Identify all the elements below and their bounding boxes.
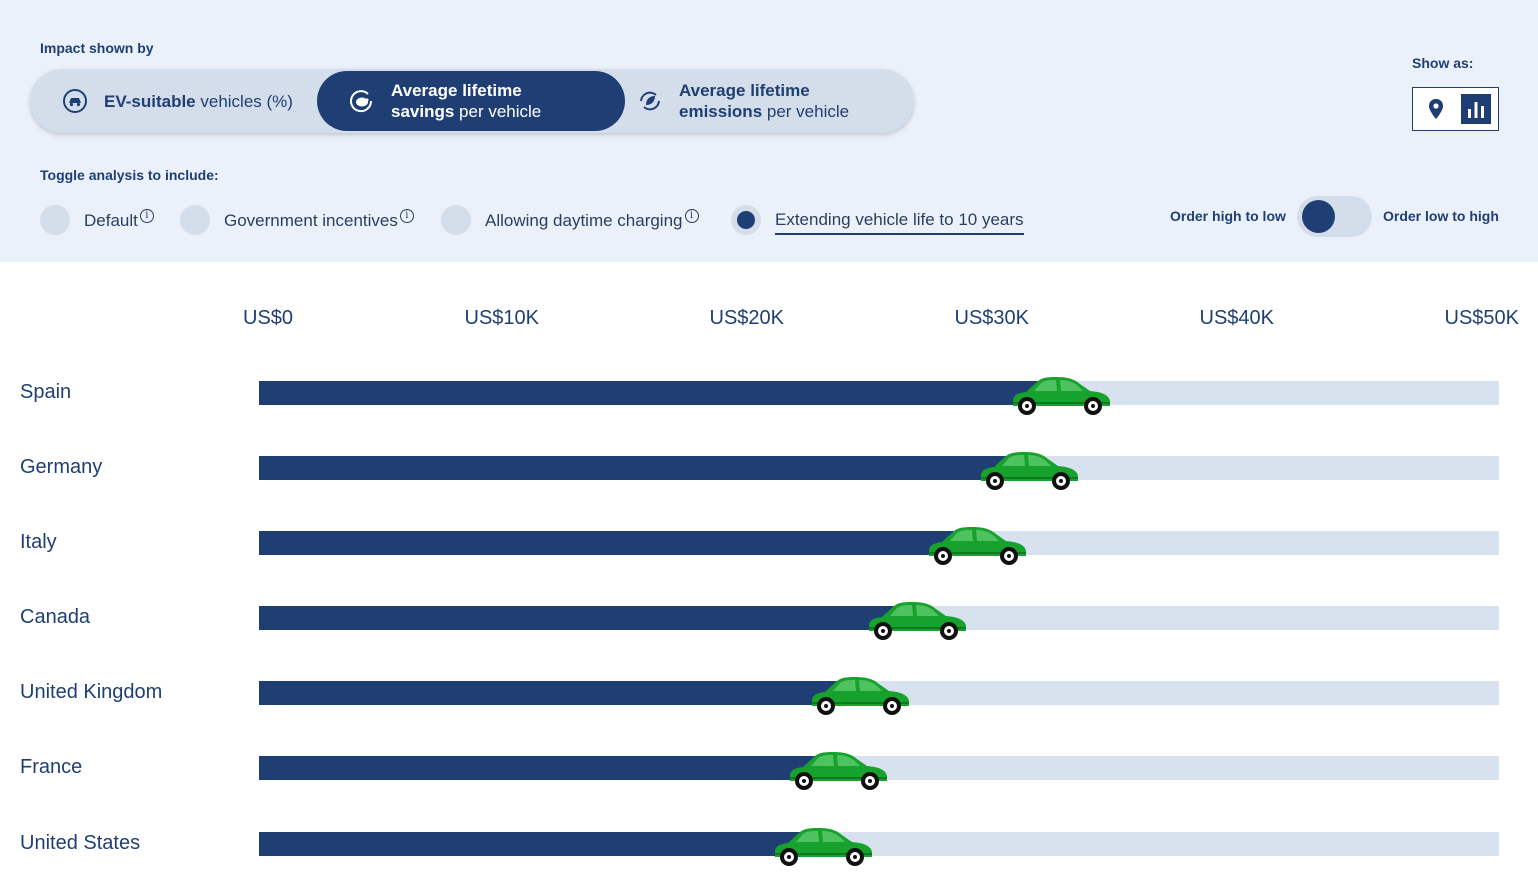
- impact-label: Impact shown by: [40, 40, 154, 56]
- toggle-default-radio[interactable]: [40, 205, 70, 235]
- segment-emissions-bold: Average lifetime emissions: [679, 81, 810, 121]
- toggle-charging-label: Allowing daytime charging: [485, 211, 683, 230]
- bar-fill[interactable]: [259, 531, 956, 555]
- toggle-daytime-charging[interactable]: Allowing daytime charging i: [441, 204, 699, 236]
- car-icon[interactable]: [866, 598, 968, 642]
- country-label: France: [20, 756, 83, 778]
- bar-fill[interactable]: [259, 381, 1041, 405]
- car-icon[interactable]: [978, 448, 1080, 492]
- toggle-default[interactable]: Default i: [40, 204, 154, 236]
- show-as-label: Show as:: [1412, 55, 1474, 71]
- x-tick-label: US$40K: [1199, 307, 1275, 329]
- toggle-default-label: Default: [84, 211, 138, 230]
- impact-segmented-control: EV-suitable vehicles (%) Average lifetim…: [30, 69, 914, 133]
- toggle-incentives-radio[interactable]: [180, 205, 210, 235]
- bar-track: [259, 381, 1499, 405]
- country-label: Spain: [20, 381, 72, 403]
- switch-knob[interactable]: [1302, 200, 1335, 233]
- toggle-incentives-label: Government incentives: [224, 211, 398, 230]
- toggle-analysis-label: Toggle analysis to include:: [40, 167, 219, 183]
- bar-fill[interactable]: [259, 756, 817, 780]
- bar-fill[interactable]: [259, 832, 803, 856]
- car-icon[interactable]: [1010, 373, 1112, 417]
- car-icon[interactable]: [772, 824, 874, 868]
- order-low-to-high-label: Order low to high: [1383, 208, 1499, 224]
- x-tick-label: US$50K: [1444, 307, 1520, 329]
- car-icon[interactable]: [926, 523, 1028, 567]
- car-icon[interactable]: [787, 748, 889, 792]
- toggle-extend-vehicle-life[interactable]: Extending vehicle life to 10 years: [731, 204, 1024, 236]
- car-icon[interactable]: [809, 673, 911, 717]
- car-icon: [60, 86, 90, 116]
- segment-lifetime-savings[interactable]: Average lifetime savings per vehicle: [317, 71, 625, 131]
- toggle-extend-radio[interactable]: [731, 205, 761, 235]
- country-label: Italy: [20, 531, 57, 553]
- info-icon[interactable]: i: [399, 209, 414, 223]
- segment-ev-suitable[interactable]: EV-suitable vehicles (%): [60, 71, 340, 131]
- toggle-government-incentives[interactable]: Government incentives i: [180, 204, 414, 236]
- order-toggle-switch[interactable]: [1297, 196, 1372, 237]
- country-label: Germany: [20, 456, 103, 478]
- bar-fill[interactable]: [259, 606, 897, 630]
- info-icon[interactable]: i: [139, 209, 154, 223]
- country-label: United Kingdom: [20, 681, 163, 703]
- leaf-cycle-icon: [635, 86, 665, 116]
- show-as-toggle: [1412, 87, 1499, 131]
- piggy-bank-icon: [347, 86, 377, 116]
- toggle-charging-radio[interactable]: [441, 205, 471, 235]
- segment-ev-rest: vehicles (%): [195, 91, 293, 111]
- bar-fill[interactable]: [259, 456, 1008, 480]
- segment-emissions-rest: per vehicle: [762, 102, 850, 121]
- order-high-to-low-label: Order high to low: [1170, 208, 1286, 224]
- segment-lifetime-emissions[interactable]: Average lifetime emissions per vehicle: [635, 71, 905, 131]
- segment-ev-bold: EV-suitable: [104, 91, 196, 111]
- bar-track: [259, 531, 1499, 555]
- country-label: Canada: [20, 606, 91, 628]
- info-icon[interactable]: i: [684, 209, 699, 223]
- map-pin-icon[interactable]: [1421, 94, 1451, 124]
- segment-savings-bold: Average lifetime savings: [391, 81, 522, 121]
- bar-track: [259, 832, 1499, 856]
- toggle-extend-label: Extending vehicle life to 10 years: [775, 210, 1024, 235]
- segment-savings-rest: per vehicle: [454, 102, 542, 121]
- x-tick-label: US$30K: [954, 307, 1030, 329]
- bar-track: [259, 456, 1499, 480]
- x-tick-label: US$10K: [464, 307, 540, 329]
- x-tick-label: US$0: [243, 307, 294, 329]
- country-label: United States: [20, 832, 141, 854]
- bar-chart-icon[interactable]: [1461, 94, 1491, 124]
- controls-panel: Impact shown by EV-suitable vehicles (%)…: [0, 0, 1538, 262]
- x-tick-label: US$20K: [709, 307, 785, 329]
- bar-fill[interactable]: [259, 681, 840, 705]
